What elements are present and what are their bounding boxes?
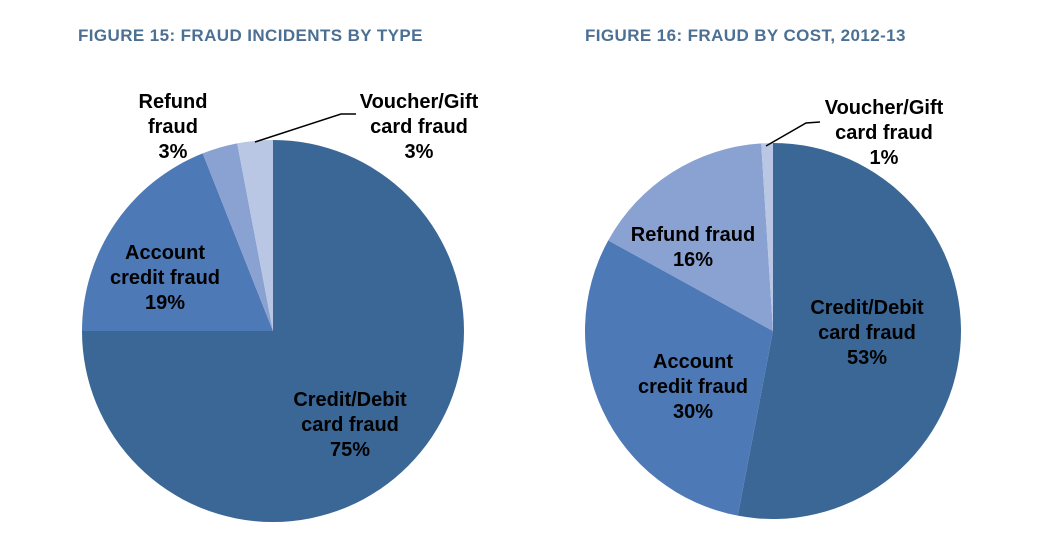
pie-slice-refund-fraud [202,143,273,331]
label-refund-fraud-fig16: Refund fraud 16% [630,224,756,271]
pie-slice-credit-debit-card-fraud [737,143,961,519]
leader-line-voucher-gift-fig16 [765,121,821,147]
pie-figure-16 [584,143,961,519]
label-credit-debit-card-fraud-fig15: Credit/Debit card fraud 75% [293,389,407,461]
pie-slice-voucher-gift-card-fraud [761,143,773,331]
label-voucher-gift-card-fraud-fig15: Voucher/Gift card fraud 3% [359,91,479,163]
label-account-credit-fraud-fig15: Account credit fraud 19% [109,242,221,314]
pie-slice-account-credit-fraud [82,153,273,331]
label-voucher-gift-card-fraud-fig16: Voucher/Gift card fraud 1% [824,97,944,169]
label-refund-fraud-fig15: Refund fraud 3% [138,91,208,163]
figure-15-title: FIGURE 15: FRAUD INCIDENTS BY TYPE [78,26,423,45]
pie-slice-account-credit-fraud [584,240,773,516]
label-account-credit-fraud-fig16: Account credit fraud 30% [637,351,749,423]
pie-figure-15 [82,140,464,522]
leader-line-voucher-gift-fig15 [254,113,356,143]
pie-slice-voucher-gift-card-fraud [237,140,273,331]
pie-slice-refund-fraud [608,143,773,331]
figure-16-title: FIGURE 16: FRAUD BY COST, 2012-13 [585,26,906,45]
label-credit-debit-card-fraud-fig16: Credit/Debit card fraud 53% [810,297,924,369]
